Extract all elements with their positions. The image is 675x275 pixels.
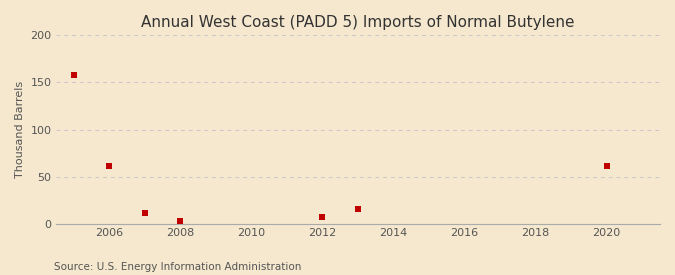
- Title: Annual West Coast (PADD 5) Imports of Normal Butylene: Annual West Coast (PADD 5) Imports of No…: [141, 15, 574, 30]
- Point: [104, 164, 115, 169]
- Point: [601, 164, 612, 169]
- Point: [139, 210, 150, 215]
- Point: [352, 207, 363, 211]
- Text: Source: U.S. Energy Information Administration: Source: U.S. Energy Information Administ…: [54, 262, 301, 272]
- Y-axis label: Thousand Barrels: Thousand Barrels: [15, 81, 25, 178]
- Point: [68, 73, 79, 77]
- Point: [175, 219, 186, 223]
- Point: [317, 215, 328, 219]
